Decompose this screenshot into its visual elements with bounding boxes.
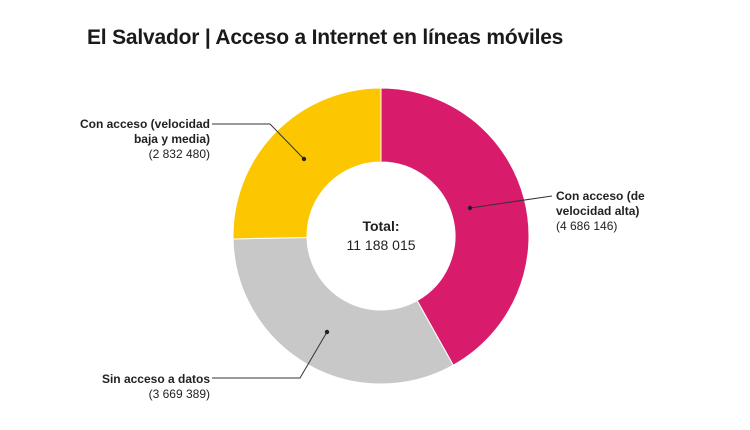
leader-line-0: [469, 195, 553, 209]
leader-dot-0: [467, 205, 473, 211]
slice-label-2: baja y media): [134, 132, 210, 146]
leader-line-1: [212, 331, 328, 379]
slice-label-1: Sin acceso a datos: [102, 372, 210, 386]
slice-value-1: (3 669 389): [149, 387, 210, 401]
slice-1: [232, 236, 454, 385]
slice-2: [232, 87, 382, 240]
leader-dot-1: [324, 329, 330, 335]
slice-value-2: (2 832 480): [149, 147, 210, 161]
donut-slices: [232, 87, 530, 385]
chart-title: El Salvador | Acceso a Internet en línea…: [87, 26, 564, 49]
slice-label-2: Con acceso (velocidad: [80, 117, 210, 131]
total-value: 11 188 015: [346, 237, 415, 253]
total-label: Total:: [362, 218, 399, 234]
leader-dot-2: [301, 156, 307, 162]
leader-lines: [212, 123, 553, 379]
slice-label-0: velocidad alta): [556, 204, 639, 218]
slice-label-0: Con acceso (de: [556, 189, 645, 203]
leader-line-2: [212, 123, 305, 160]
slice-value-0: (4 686 146): [556, 219, 617, 233]
slice-0: [380, 87, 530, 366]
